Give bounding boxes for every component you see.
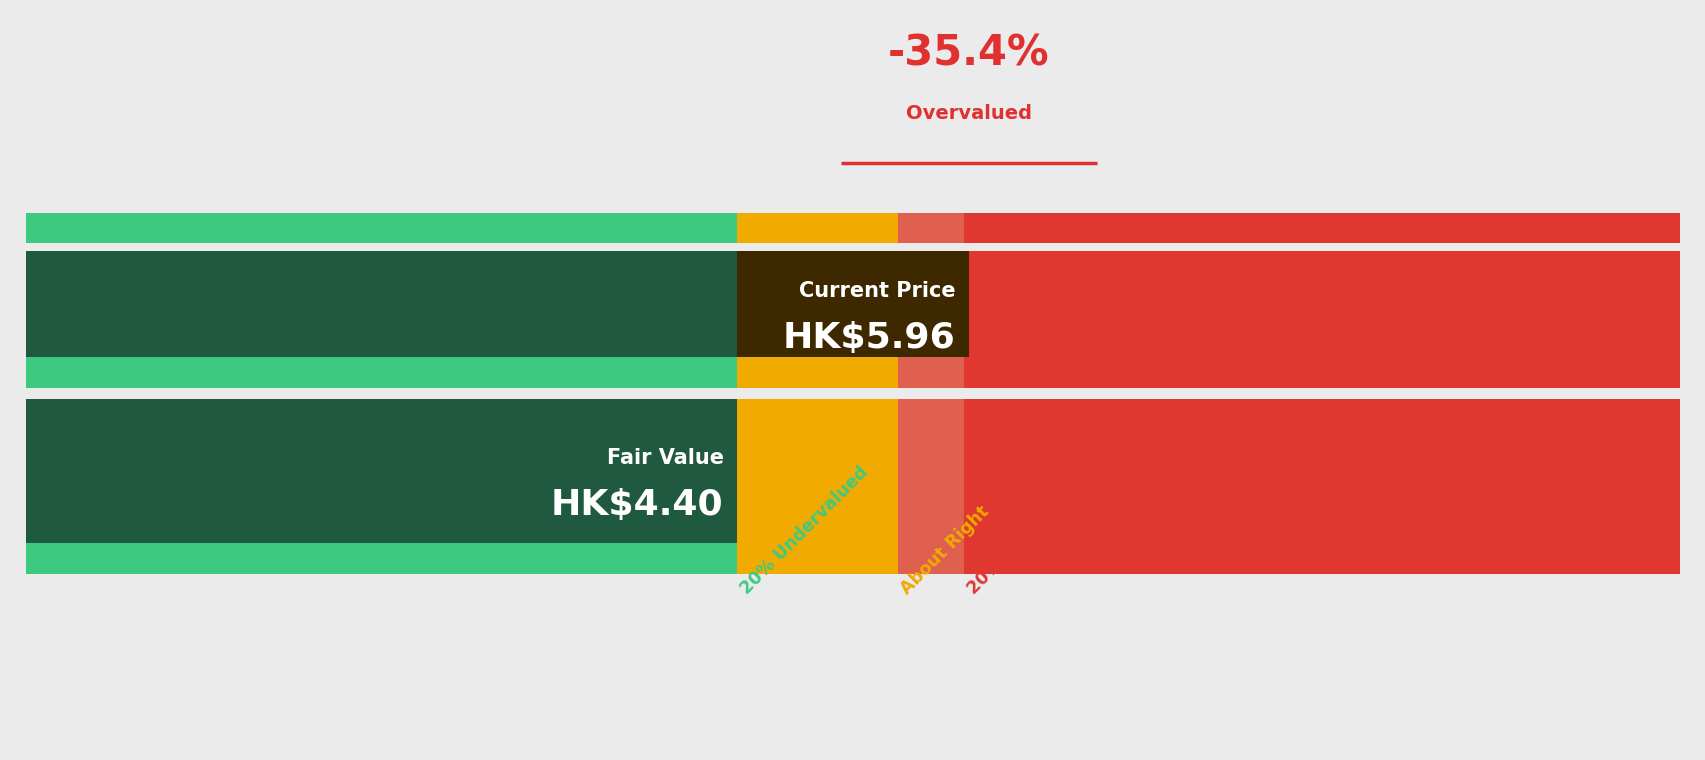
Bar: [26, 251, 737, 380]
Bar: [963, 399, 1679, 566]
Text: HK$5.96: HK$5.96: [783, 321, 955, 355]
Bar: [963, 251, 1679, 380]
Bar: [26, 357, 737, 388]
Bar: [963, 357, 1679, 388]
Bar: [26, 399, 737, 566]
Bar: [26, 213, 737, 243]
Bar: [737, 543, 897, 574]
Text: -35.4%: -35.4%: [888, 32, 1049, 74]
Bar: [897, 213, 963, 243]
Bar: [737, 213, 897, 243]
Text: Current Price: Current Price: [798, 281, 955, 301]
Text: HK$4.40: HK$4.40: [551, 489, 723, 522]
Bar: [963, 213, 1679, 243]
Bar: [737, 251, 897, 380]
Bar: [26, 251, 968, 380]
Text: 20% Overvalued: 20% Overvalued: [963, 472, 1089, 598]
Text: About Right: About Right: [897, 502, 992, 598]
Bar: [897, 399, 963, 566]
Bar: [897, 357, 963, 388]
Bar: [737, 357, 897, 388]
Text: Overvalued: Overvalued: [905, 104, 1032, 123]
Bar: [26, 543, 737, 574]
Bar: [737, 251, 968, 380]
Bar: [897, 251, 963, 380]
Bar: [897, 543, 963, 574]
Bar: [26, 399, 737, 566]
Text: 20% Undervalued: 20% Undervalued: [737, 463, 871, 598]
Bar: [737, 399, 897, 566]
Bar: [963, 543, 1679, 574]
Text: Fair Value: Fair Value: [607, 448, 723, 468]
